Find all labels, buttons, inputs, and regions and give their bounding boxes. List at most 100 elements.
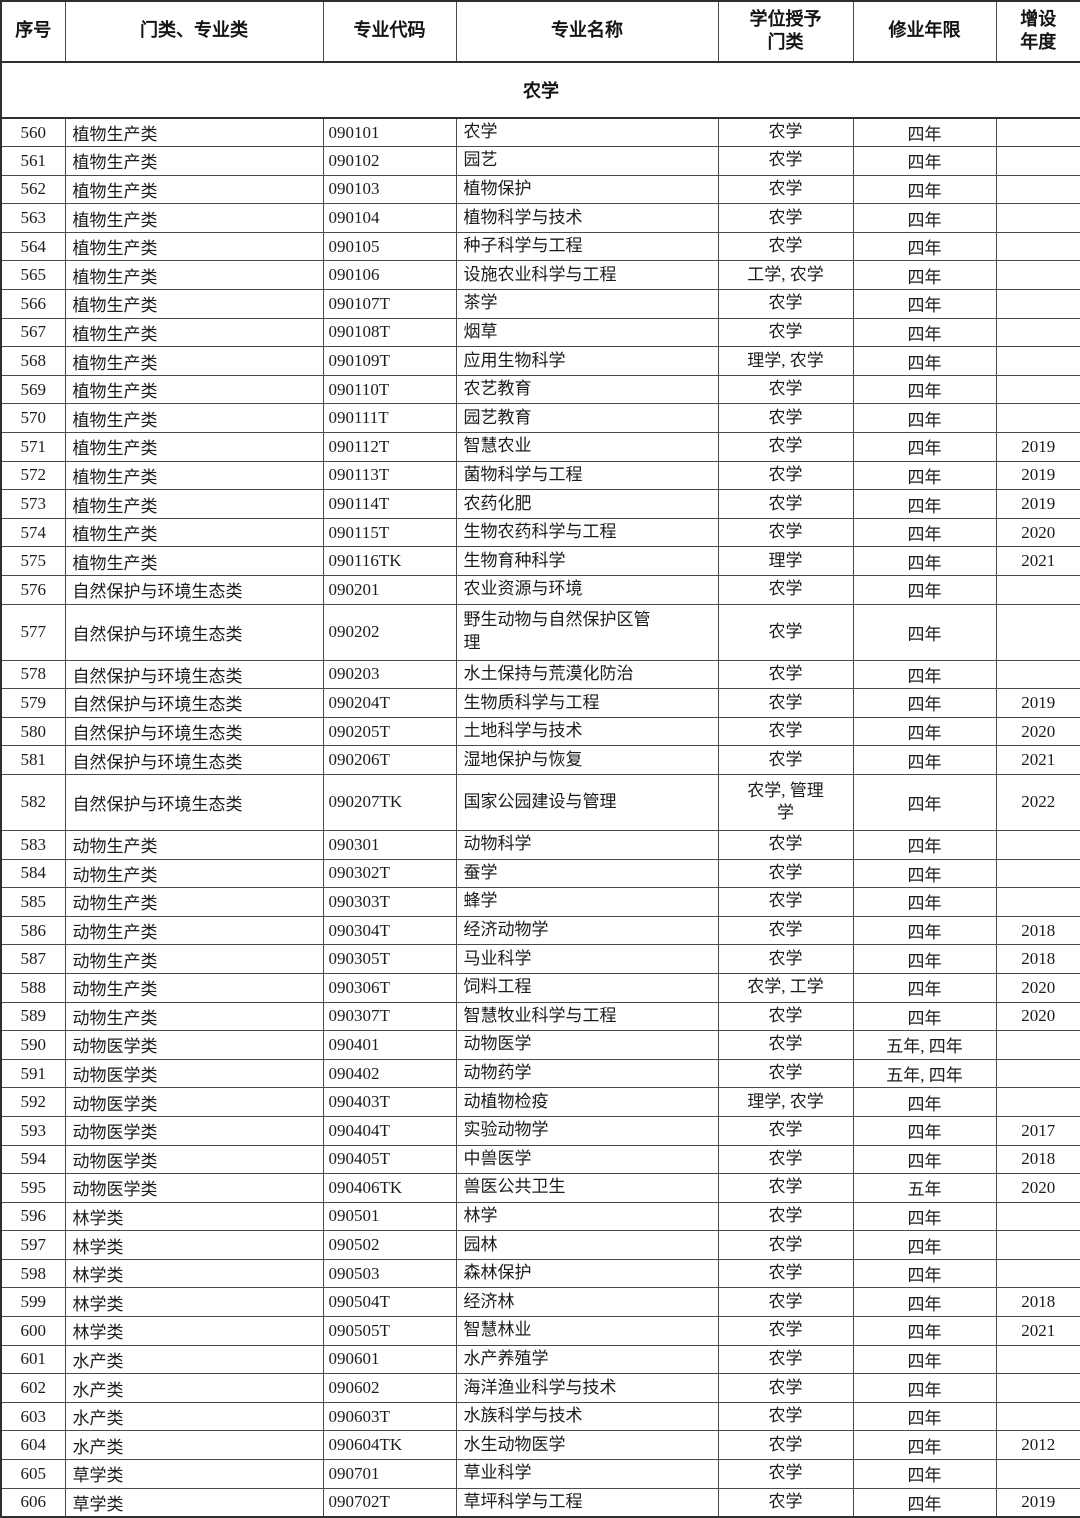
- cell-name: 饲料工程: [455, 972, 719, 1003]
- cell-added: 2021: [995, 745, 1080, 775]
- table-row: 582 自然保护与环境生态类 090207TK 国家公园建设与管理 农学, 管理…: [0, 773, 1080, 831]
- cell-code: 090402: [322, 1058, 457, 1089]
- cell-years: 四年: [852, 174, 997, 205]
- cell-category: 水产类: [64, 1344, 324, 1375]
- cell-name: 农药化肥: [455, 489, 719, 519]
- cell-code: 090110T: [322, 374, 457, 405]
- cell-years: 五年, 四年: [852, 1030, 997, 1060]
- cell-no: 604: [0, 1430, 66, 1461]
- cell-category: 自然保护与环境生态类: [64, 688, 324, 718]
- cell-no: 589: [0, 1001, 66, 1032]
- cell-category: 动物医学类: [64, 1058, 324, 1089]
- table-row: 580 自然保护与环境生态类 090205T 土地科学与技术 农学 四年 202…: [0, 716, 1080, 747]
- cell-years: 四年: [852, 1287, 997, 1318]
- cell-added: [995, 575, 1080, 605]
- table-row: 569 植物生产类 090110T 农艺教育 农学 四年: [0, 374, 1080, 405]
- table-row: 565 植物生产类 090106 设施农业科学与工程 工学, 农学 四年: [0, 260, 1080, 291]
- cell-name: 农业资源与环境: [455, 575, 719, 605]
- cell-name: 动物药学: [455, 1058, 719, 1089]
- cell-name: 种子科学与工程: [455, 231, 719, 262]
- cell-category: 动物医学类: [64, 1115, 324, 1146]
- cell-years: 四年: [852, 546, 997, 576]
- cell-no: 565: [0, 260, 66, 291]
- table-body: 农学 560 植物生产类 090101 农学 农学 四年 561 植物生产类 0…: [0, 61, 1080, 1518]
- cell-degree: 农学: [717, 317, 854, 348]
- table-row: 591 动物医学类 090402 动物药学 农学 五年, 四年: [0, 1058, 1080, 1089]
- cell-degree: 农学: [717, 688, 854, 718]
- cell-years: 四年: [852, 231, 997, 262]
- cell-years: 四年: [852, 374, 997, 405]
- table-row: 605 草学类 090701 草业科学 农学 四年: [0, 1459, 1080, 1489]
- cell-years: 四年: [852, 432, 997, 462]
- cell-degree: 农学: [717, 1430, 854, 1461]
- cell-name: 园艺: [455, 146, 719, 176]
- cell-years: 四年: [852, 773, 997, 831]
- cell-code: 090115T: [322, 517, 457, 548]
- cell-code: 090501: [322, 1201, 457, 1232]
- cell-name: 智慧林业: [455, 1316, 719, 1346]
- cell-no: 601: [0, 1344, 66, 1375]
- col-header-no: 序号: [0, 0, 66, 63]
- cell-name: 动物科学: [455, 829, 719, 860]
- table-row: 572 植物生产类 090113T 菌物科学与工程 农学 四年 2019: [0, 460, 1080, 491]
- cell-name: 兽医公共卫生: [455, 1173, 719, 1203]
- cell-degree: 农学: [717, 887, 854, 917]
- cell-code: 090102: [322, 146, 457, 176]
- cell-added: [995, 203, 1080, 233]
- cell-name: 蜂学: [455, 887, 719, 917]
- cell-category: 植物生产类: [64, 231, 324, 262]
- cell-added: 2020: [995, 716, 1080, 747]
- cell-code: 090302T: [322, 858, 457, 889]
- cell-name: 水生动物医学: [455, 1430, 719, 1461]
- cell-years: 四年: [852, 1373, 997, 1403]
- cell-added: [995, 1373, 1080, 1403]
- table-row: 568 植物生产类 090109T 应用生物科学 理学, 农学 四年: [0, 346, 1080, 376]
- cell-name: 生物质科学与工程: [455, 688, 719, 718]
- cell-years: 四年: [852, 489, 997, 519]
- cell-name: 生物育种科学: [455, 546, 719, 576]
- cell-category: 动物生产类: [64, 858, 324, 889]
- cell-added: 2012: [995, 1430, 1080, 1461]
- cell-years: 四年: [852, 716, 997, 747]
- cell-code: 090404T: [322, 1115, 457, 1146]
- table-row: 599 林学类 090504T 经济林 农学 四年 2018: [0, 1287, 1080, 1318]
- cell-name: 植物保护: [455, 174, 719, 205]
- cell-years: 四年: [852, 944, 997, 974]
- cell-name: 植物科学与技术: [455, 203, 719, 233]
- cell-no: 571: [0, 432, 66, 462]
- cell-degree: 农学: [717, 460, 854, 491]
- cell-no: 567: [0, 317, 66, 348]
- cell-years: 四年: [852, 575, 997, 605]
- table-row: 562 植物生产类 090103 植物保护 农学 四年: [0, 174, 1080, 205]
- cell-years: 四年: [852, 915, 997, 946]
- cell-code: 090113T: [322, 460, 457, 491]
- cell-code: 090405T: [322, 1144, 457, 1175]
- cell-code: 090301: [322, 829, 457, 860]
- cell-no: 581: [0, 745, 66, 775]
- cell-no: 564: [0, 231, 66, 262]
- table-row: 585 动物生产类 090303T 蜂学 农学 四年: [0, 887, 1080, 917]
- cell-degree: 农学: [717, 231, 854, 262]
- cell-years: 四年: [852, 1344, 997, 1375]
- cell-degree: 农学, 管理 学: [717, 773, 854, 831]
- cell-no: 582: [0, 773, 66, 831]
- cell-category: 林学类: [64, 1287, 324, 1318]
- cell-no: 596: [0, 1201, 66, 1232]
- cell-added: [995, 231, 1080, 262]
- cell-years: 四年: [852, 1258, 997, 1289]
- cell-degree: 农学: [717, 146, 854, 176]
- cell-years: 四年: [852, 1459, 997, 1489]
- cell-added: 2020: [995, 1173, 1080, 1203]
- cell-degree: 农学: [717, 1258, 854, 1289]
- cell-years: 四年: [852, 1487, 997, 1518]
- cell-degree: 农学: [717, 1058, 854, 1089]
- cell-added: 2020: [995, 1001, 1080, 1032]
- cell-degree: 农学: [717, 829, 854, 860]
- cell-no: 591: [0, 1058, 66, 1089]
- cell-years: 四年: [852, 1144, 997, 1175]
- cell-name: 蚕学: [455, 858, 719, 889]
- cell-no: 605: [0, 1459, 66, 1489]
- table-row: 592 动物医学类 090403T 动植物检疫 理学, 农学 四年: [0, 1087, 1080, 1117]
- cell-code: 090604TK: [322, 1430, 457, 1461]
